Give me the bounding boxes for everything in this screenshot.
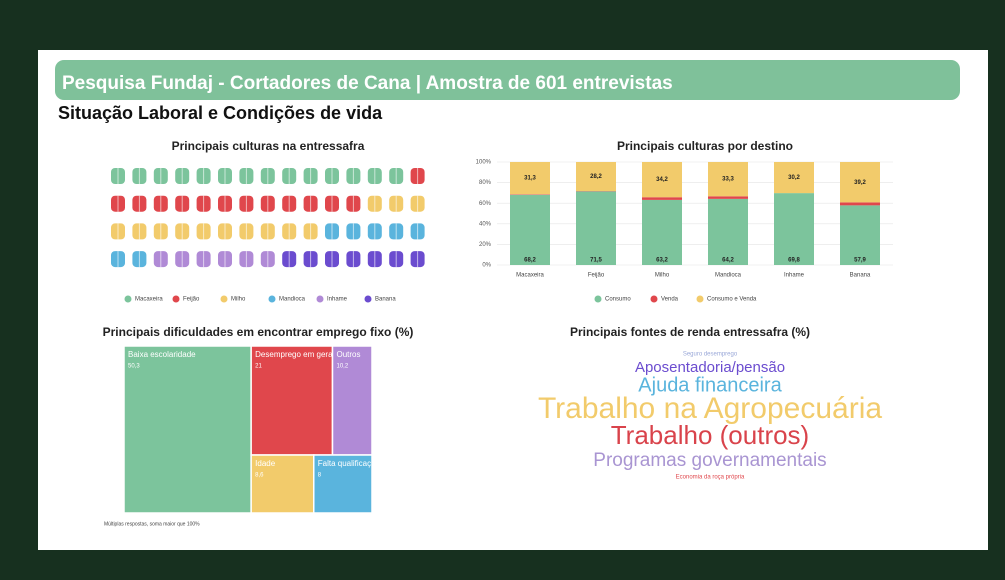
bar-segment xyxy=(510,194,550,265)
legend-swatch xyxy=(124,295,132,303)
x-tick-label: Milho xyxy=(655,273,670,279)
legend-label: Mandioca xyxy=(279,297,306,303)
legend-swatch xyxy=(364,295,372,303)
header-subtitle: Situação Laboral e Condições de vida xyxy=(58,103,383,123)
cell-value: 50,3 xyxy=(128,364,140,370)
legend-label: Milho xyxy=(231,297,246,303)
legend-swatch xyxy=(696,295,704,303)
treemap-cell xyxy=(331,345,373,456)
treemap-cell xyxy=(313,454,373,514)
footnote: Múltiplas respostas, soma maior que 100% xyxy=(104,521,200,527)
y-tick-label: 0% xyxy=(482,263,491,269)
bar-segment xyxy=(642,197,682,200)
legend-swatch xyxy=(172,295,180,303)
word: Programas governamentais xyxy=(593,450,826,471)
header-bar xyxy=(55,60,960,100)
icon-group xyxy=(111,195,425,240)
data-label: 39,2 xyxy=(854,180,866,186)
bar-segment xyxy=(642,162,682,198)
word: Aposentadoria/pensão xyxy=(635,359,785,376)
header-title: Pesquisa Fundaj - Cortadores de Cana | A… xyxy=(62,73,673,94)
y-tick-label: 20% xyxy=(479,242,492,248)
chart-title: Principais culturas na entressafra xyxy=(172,139,365,153)
legend-swatch xyxy=(268,295,276,303)
data-label: 68,2 xyxy=(524,258,536,264)
data-label: 63,2 xyxy=(656,258,668,264)
cell-label: Outros xyxy=(336,350,360,359)
data-label: 34,2 xyxy=(656,177,668,183)
chart-title: Principais culturas por destino xyxy=(617,139,793,153)
bar-segment xyxy=(510,194,550,195)
cell-label: Baixa escolaridade xyxy=(128,350,196,359)
data-label: 64,2 xyxy=(722,258,734,264)
data-label: 31,3 xyxy=(524,176,536,182)
bar-segment xyxy=(510,162,550,195)
word: Ajuda financeira xyxy=(638,374,782,396)
icon-group xyxy=(111,168,404,184)
cell-label: Falta qualificação xyxy=(318,459,381,468)
x-tick-label: Inhame xyxy=(784,273,805,279)
cell-value: 8,6 xyxy=(255,473,264,479)
chart-title: Principais dificuldades em encontrar emp… xyxy=(103,325,414,339)
legend-label: Venda xyxy=(661,297,679,303)
legend-swatch xyxy=(220,295,228,303)
x-tick-label: Mandioca xyxy=(715,273,742,279)
bar-segment xyxy=(840,162,880,203)
x-tick-label: Feijão xyxy=(588,273,605,279)
data-label: 71,5 xyxy=(590,258,602,264)
y-tick-label: 60% xyxy=(479,201,492,207)
word: Trabalho (outros) xyxy=(611,420,809,450)
cell-value: 8 xyxy=(318,473,322,479)
legend-swatch xyxy=(316,295,324,303)
data-label: 30,2 xyxy=(788,175,800,181)
y-tick-label: 100% xyxy=(476,160,492,166)
icon-group xyxy=(282,251,425,268)
bar-segment xyxy=(708,196,748,199)
cell-value: 21 xyxy=(255,364,262,370)
x-tick-label: Banana xyxy=(850,273,871,279)
data-label: 57,9 xyxy=(854,258,866,264)
bar-segment xyxy=(576,191,616,265)
icon-group xyxy=(111,168,425,212)
cell-label: Idade xyxy=(255,459,276,468)
legend-label: Consumo e Venda xyxy=(707,297,757,303)
treemap-cell xyxy=(123,345,252,514)
x-tick-label: Macaxeira xyxy=(516,273,544,279)
bar-segment xyxy=(642,199,682,265)
bar-segment xyxy=(840,205,880,265)
legend-label: Consumo xyxy=(605,297,631,303)
data-label: 33,3 xyxy=(722,177,734,183)
bar-segment xyxy=(708,162,748,197)
bar-segment xyxy=(774,162,814,194)
icon-group xyxy=(111,223,425,268)
word: Economia da roça própria xyxy=(676,475,745,481)
y-tick-label: 80% xyxy=(479,180,492,186)
data-label: 28,2 xyxy=(590,174,602,180)
bar-segment xyxy=(774,193,814,265)
cell-label: Desemprego em geral xyxy=(255,350,334,359)
legend-swatch xyxy=(594,295,602,303)
bar-segment xyxy=(576,162,616,192)
chart-title: Principais fontes de renda entressafra (… xyxy=(570,325,810,339)
bar-segment xyxy=(708,198,748,265)
data-label: 69,8 xyxy=(788,258,800,264)
icon-group xyxy=(153,251,275,268)
legend-label: Feijão xyxy=(183,297,200,303)
treemap-cell xyxy=(250,345,334,456)
legend-label: Banana xyxy=(375,297,396,303)
y-tick-label: 40% xyxy=(479,221,492,227)
word: Trabalho na Agropecuária xyxy=(538,392,882,425)
word: Seguro desemprego xyxy=(683,352,738,358)
legend-label: Macaxeira xyxy=(135,297,163,303)
cell-value: 10,2 xyxy=(336,364,348,370)
bar-segment xyxy=(840,202,880,206)
legend-swatch xyxy=(650,295,658,303)
legend-label: Inhame xyxy=(327,297,348,303)
